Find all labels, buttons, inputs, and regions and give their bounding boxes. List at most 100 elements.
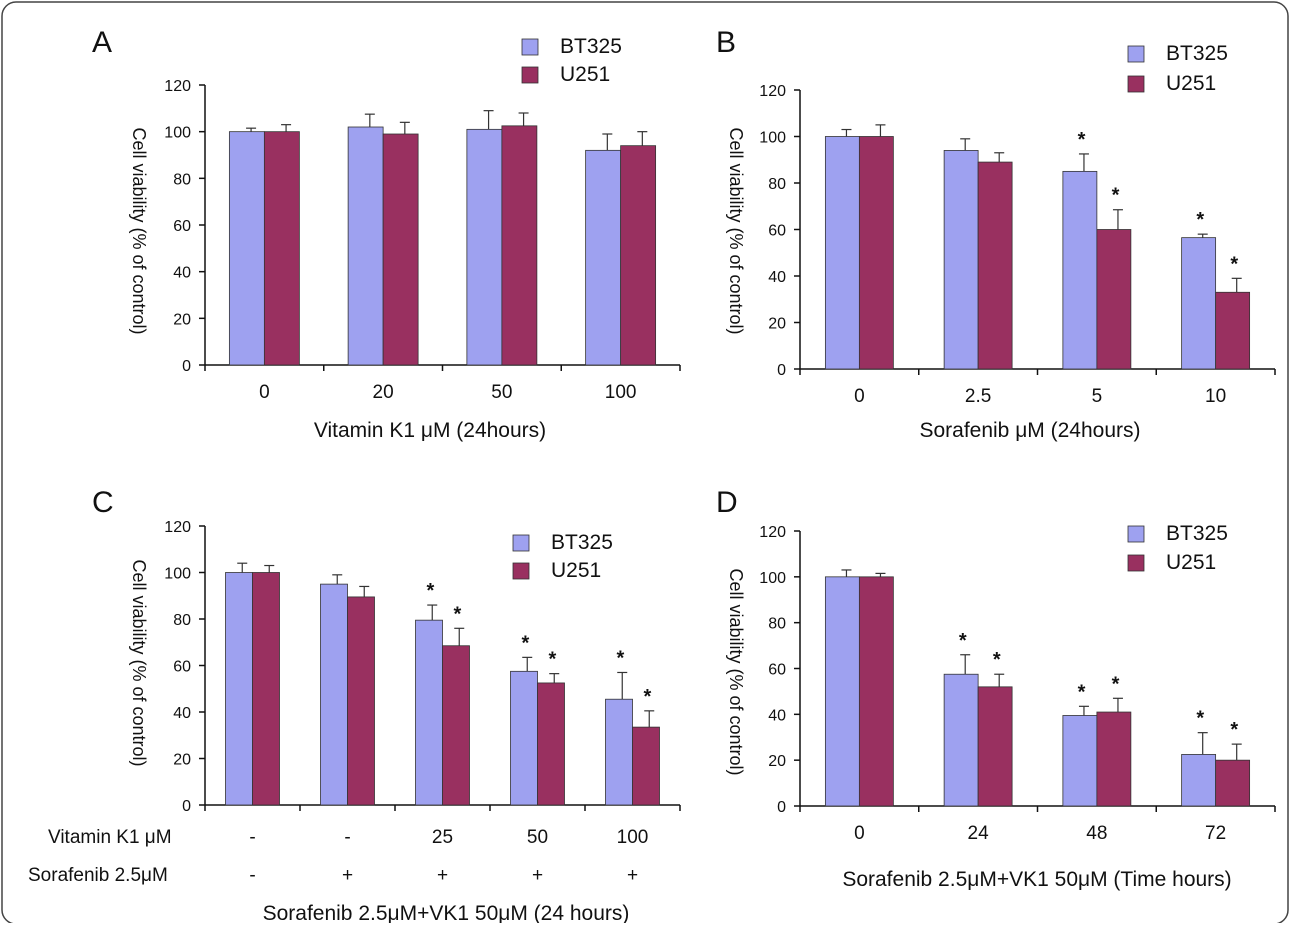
x-tick-label: 0 (854, 823, 865, 844)
significance-mark: * (1078, 129, 1086, 151)
legend-swatch-bt325 (512, 534, 530, 552)
legend-swatch-bt325 (521, 38, 539, 56)
chart-panel-c: C 0 20 40 60 80 100 120 * * * * * * Vitamin K1 μM - - 25 5… (28, 486, 681, 925)
y-tick-label: 100 (759, 570, 786, 587)
significance-mark: * (1230, 719, 1238, 741)
significance-mark: * (1230, 253, 1238, 275)
x-tick-label: 24 (968, 823, 990, 844)
y-tick-label: 20 (768, 316, 786, 333)
bar-u251-2 (501, 125, 538, 366)
y-tick-label: 100 (759, 130, 786, 147)
legend-label-u251: U251 (1166, 551, 1216, 574)
legend-swatch-u251 (521, 66, 539, 84)
y-tick-label: 60 (173, 218, 191, 235)
significance-mark: * (453, 603, 461, 625)
y-tick-label: 40 (768, 269, 786, 286)
significance-mark: * (548, 649, 556, 671)
x-row-value: 100 (617, 827, 649, 848)
bar-u251-0 (263, 131, 300, 366)
y-axis-label: Cell viability (% of control) (129, 559, 149, 766)
x-row-value: 25 (432, 827, 453, 848)
significance-mark: * (993, 649, 1001, 671)
y-tick-label: 60 (173, 659, 191, 676)
bar-u251-1 (382, 133, 419, 366)
x-tick-label: 72 (1205, 823, 1226, 844)
bar-u251-0 (858, 136, 894, 370)
y-tick-label: 80 (768, 176, 786, 193)
y-tick-label: 120 (759, 83, 786, 100)
y-tick-label: 0 (777, 799, 786, 816)
y-tick-label: 80 (173, 171, 191, 188)
y-tick-label: 40 (173, 705, 191, 722)
legend-label-u251: U251 (551, 559, 601, 582)
significance-mark: * (1196, 209, 1204, 231)
bar-bt325-3 (1181, 237, 1217, 370)
chart-panel-a: A 0 20 40 60 80 100 120 0 20 50 100 Vitamin K1 μM (2… (92, 26, 681, 442)
chart-panel-d: D 0 20 40 60 80 100 120 0 * * 24 * * 48 * * 72 Sorafenib 2… (716, 486, 1276, 891)
bar-bt325-1 (943, 150, 979, 370)
y-tick-label: 20 (173, 752, 191, 769)
bar-u251-0 (858, 576, 894, 807)
x-row-label: Vitamin K1 μM (48, 827, 172, 848)
bar-bt325-0 (228, 131, 265, 366)
significance-mark: * (643, 686, 651, 708)
panel-letter: A (92, 26, 112, 59)
x-row-value: - (344, 827, 350, 848)
bar-bt325-2 (1062, 715, 1098, 807)
y-tick-label: 80 (173, 612, 191, 629)
y-tick-label: 0 (182, 798, 191, 815)
legend-swatch-u251 (512, 562, 530, 580)
bar-u251-1 (977, 686, 1013, 807)
significance-mark: * (959, 630, 967, 652)
x-row-value: + (627, 865, 638, 886)
significance-mark: * (1112, 185, 1120, 207)
y-tick-label: 100 (164, 125, 191, 142)
bar-bt325-0 (824, 136, 860, 370)
y-tick-label: 0 (182, 358, 191, 375)
x-tick-label: 10 (1205, 386, 1226, 407)
y-tick-label: 40 (768, 707, 786, 724)
panel-letter: C (92, 486, 114, 519)
bar-u251-2 (1096, 229, 1132, 370)
legend-label-bt325: BT325 (551, 531, 613, 554)
x-tick-label: 20 (373, 382, 394, 403)
x-row-value: - (249, 827, 255, 848)
legend-label-u251: U251 (560, 63, 610, 86)
bar-bt325-3 (1181, 754, 1217, 807)
significance-mark: * (1078, 681, 1086, 703)
y-axis-label: Cell viability (% of control) (129, 127, 149, 334)
bar-u251-3 (620, 145, 657, 366)
x-tick-label: 48 (1086, 823, 1107, 844)
y-tick-label: 20 (768, 753, 786, 770)
significance-mark: * (426, 580, 434, 602)
x-tick-label: 0 (259, 382, 270, 403)
significance-mark: * (1196, 708, 1204, 730)
legend-swatch-bt325 (1127, 45, 1145, 63)
y-axis-label: Cell viability (% of control) (726, 568, 746, 775)
y-tick-label: 0 (777, 362, 786, 379)
x-tick-label: 100 (605, 382, 637, 403)
bar-u251-3 (1215, 759, 1251, 807)
significance-mark: * (521, 632, 529, 654)
bar-bt325-3 (510, 670, 538, 806)
bar-u251-3 (1215, 291, 1251, 370)
x-axis-label: Vitamin K1 μM (24hours) (314, 419, 546, 442)
significance-mark: * (1112, 673, 1120, 695)
significance-mark: * (616, 647, 624, 669)
panel-letter: B (716, 26, 736, 59)
legend-swatch-bt325 (1127, 525, 1145, 543)
y-tick-label: 120 (759, 524, 786, 541)
bar-bt325-1 (320, 583, 348, 806)
chart-panel-b: B 0 20 40 60 80 100 120 0 2.5 * * 5 * * 10 Sorafenib μM … (716, 26, 1276, 442)
panel-letter: D (716, 486, 738, 519)
x-tick-label: 0 (854, 386, 865, 407)
y-tick-label: 20 (173, 311, 191, 328)
legend-label-u251: U251 (1166, 72, 1216, 95)
x-tick-label: 50 (491, 382, 512, 403)
bar-u251-1 (347, 596, 375, 806)
bar-bt325-3 (585, 149, 622, 366)
y-axis-label: Cell viability (% of control) (726, 127, 746, 334)
y-tick-label: 120 (164, 78, 191, 95)
